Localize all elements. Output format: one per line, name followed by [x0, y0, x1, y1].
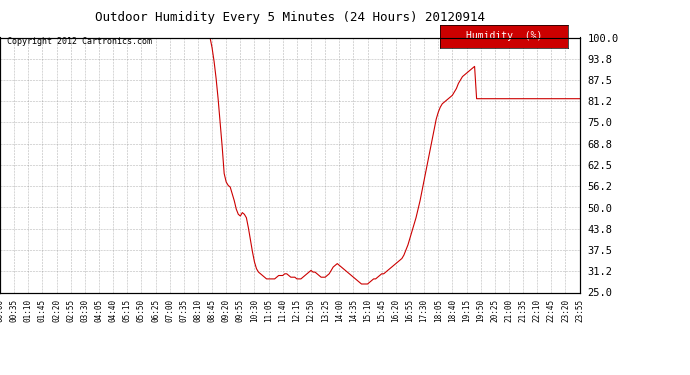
Text: Copyright 2012 Cartronics.com: Copyright 2012 Cartronics.com — [7, 38, 152, 46]
Text: Outdoor Humidity Every 5 Minutes (24 Hours) 20120914: Outdoor Humidity Every 5 Minutes (24 Hou… — [95, 11, 485, 24]
